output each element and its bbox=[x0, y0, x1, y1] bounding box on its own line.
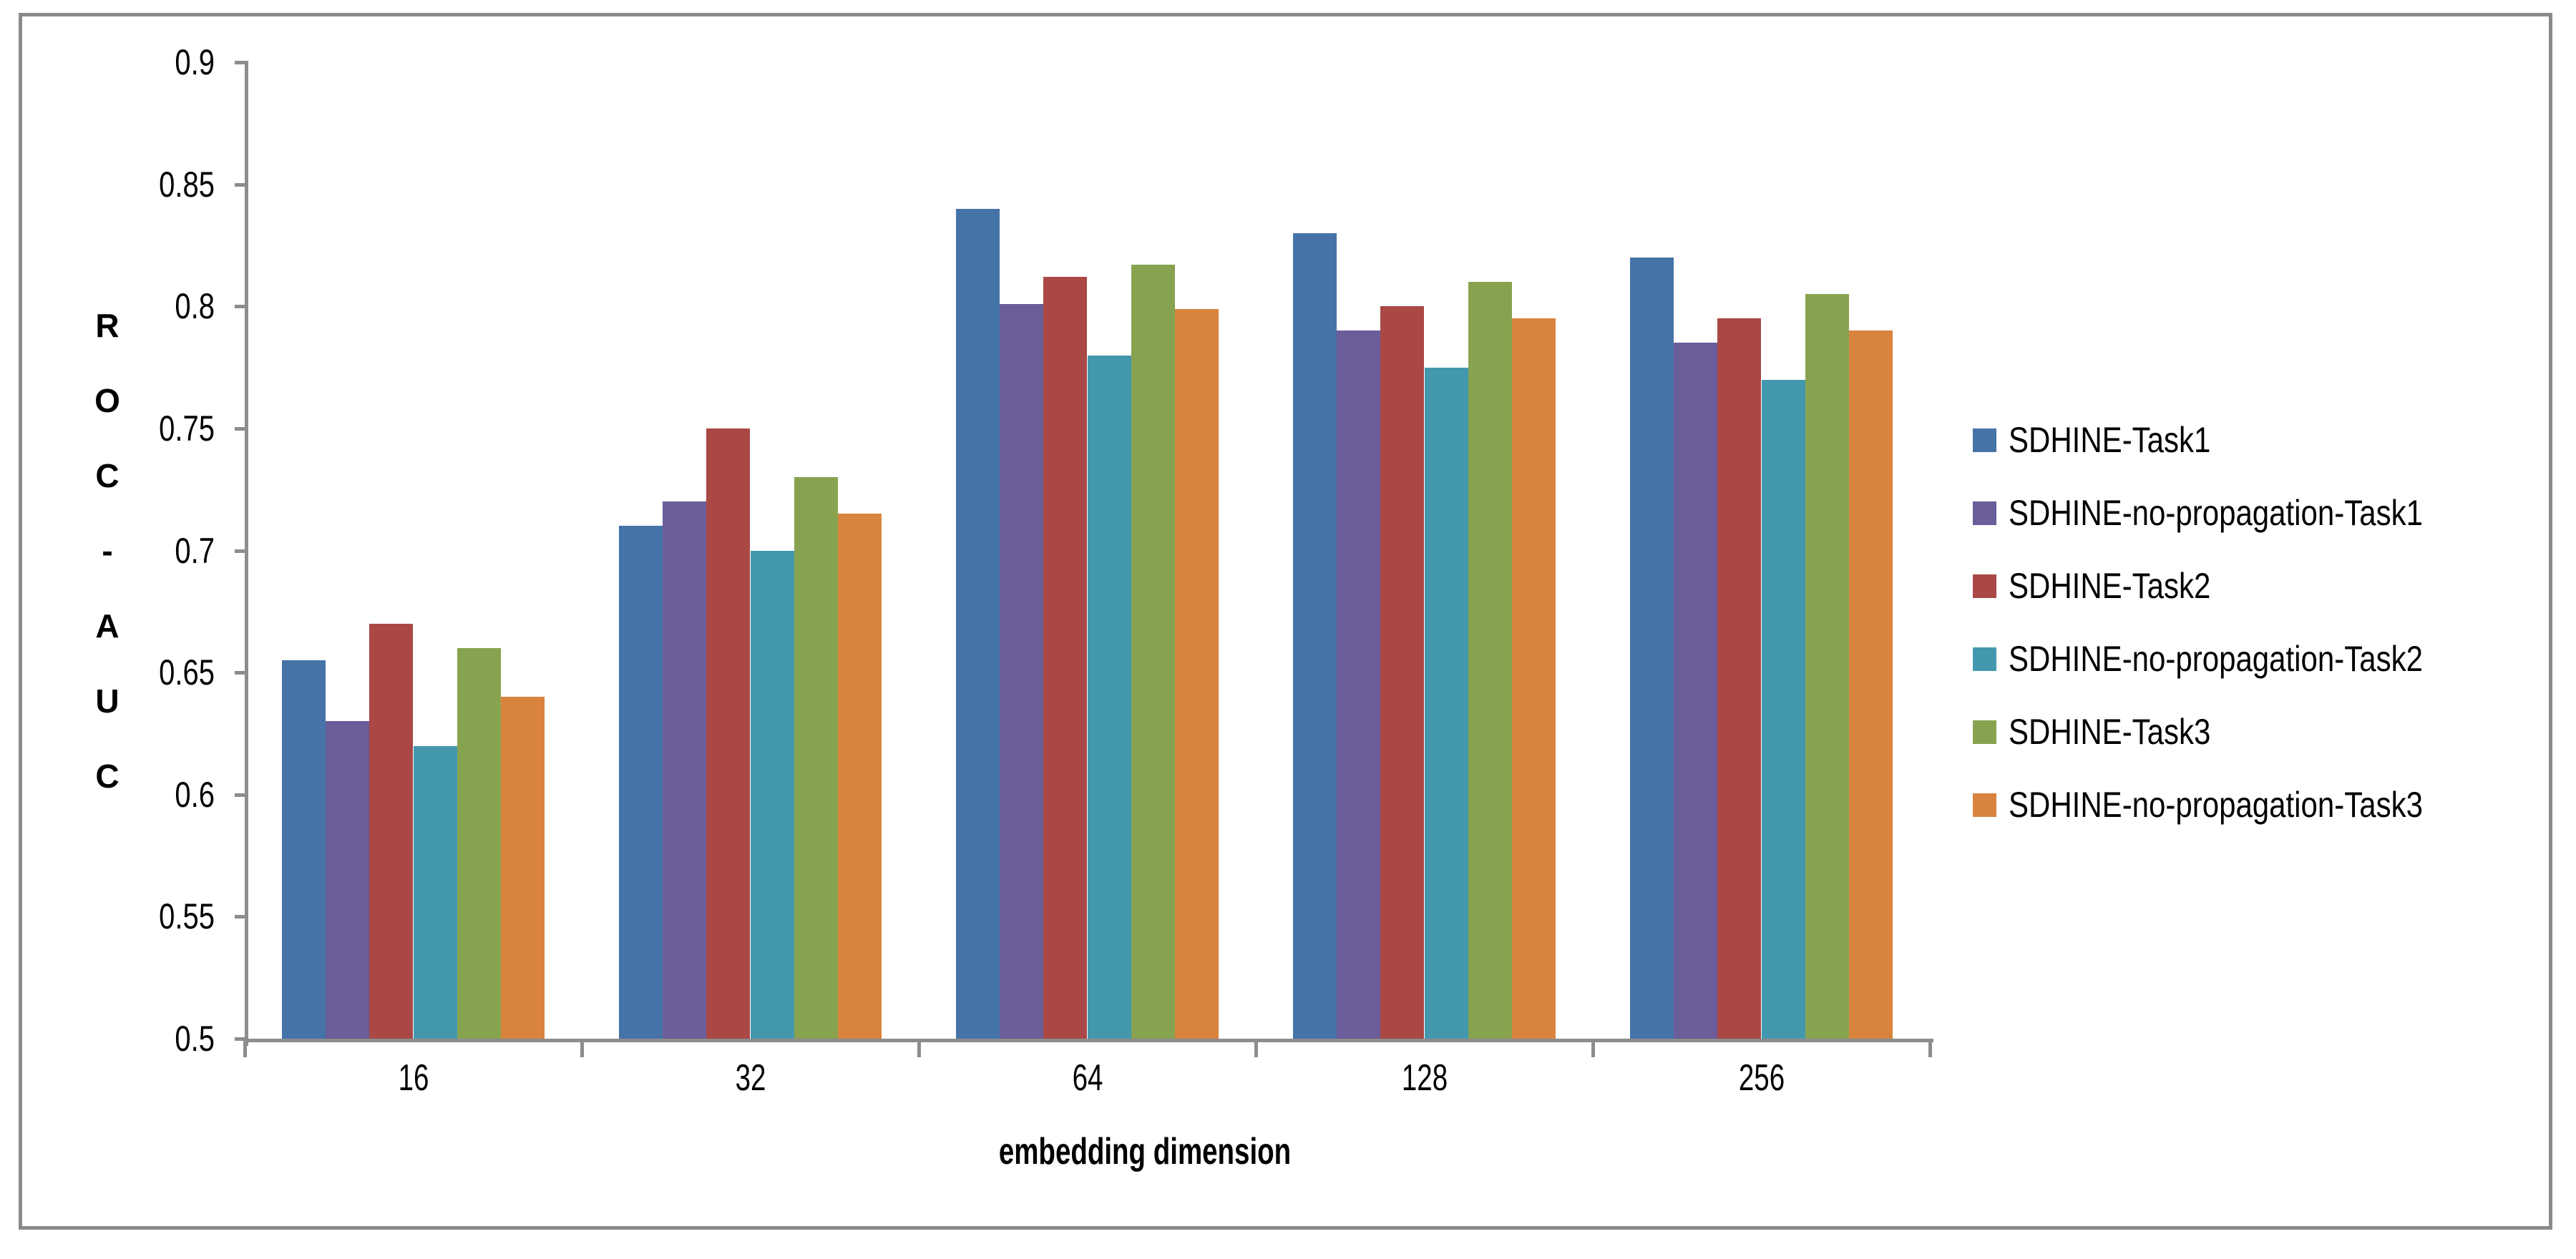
legend-label-SDHINE-no-propagation-Task3: SDHINE-no-propagation-Task3 bbox=[2009, 785, 2423, 825]
y-tick-0.6 bbox=[235, 793, 245, 797]
bar-SDHINE-no-propagation-Task3-32 bbox=[838, 514, 882, 1039]
x-tick-2 bbox=[917, 1039, 921, 1057]
y-axis-title-letter-2: C bbox=[95, 457, 119, 494]
legend-swatch-SDHINE-Task2 bbox=[1973, 574, 1996, 598]
bar-SDHINE-Task1-128 bbox=[1293, 232, 1337, 1039]
bar-SDHINE-no-propagation-Task3-256 bbox=[1849, 330, 1893, 1039]
y-tick-label-0.6: 0.6 bbox=[175, 774, 215, 815]
bar-SDHINE-no-propagation-Task1-16 bbox=[326, 721, 370, 1039]
y-axis-title-letter-0: R bbox=[95, 307, 119, 344]
y-tick-0.9 bbox=[235, 61, 245, 64]
bar-SDHINE-Task1-16 bbox=[282, 660, 326, 1039]
bar-SDHINE-Task2-16 bbox=[369, 623, 414, 1039]
bar-SDHINE-no-propagation-Task2-16 bbox=[413, 745, 457, 1039]
bar-SDHINE-Task3-16 bbox=[457, 648, 501, 1039]
bar-SDHINE-no-propagation-Task3-128 bbox=[1512, 318, 1556, 1039]
bar-SDHINE-no-propagation-Task3-64 bbox=[1175, 308, 1219, 1039]
bar-SDHINE-Task3-256 bbox=[1805, 294, 1849, 1039]
x-category-label-16: 16 bbox=[398, 1057, 429, 1099]
legend-swatch-SDHINE-Task1 bbox=[1973, 428, 1996, 452]
x-category-label-64: 64 bbox=[1072, 1057, 1103, 1099]
bar-SDHINE-no-propagation-Task2-64 bbox=[1087, 355, 1131, 1039]
x-axis-line bbox=[245, 1039, 1933, 1042]
x-category-label-128: 128 bbox=[1401, 1057, 1448, 1099]
y-tick-label-0.75: 0.75 bbox=[159, 408, 215, 449]
legend-swatch-SDHINE-no-propagation-Task2 bbox=[1973, 647, 1996, 671]
y-tick-label-0.85: 0.85 bbox=[159, 164, 215, 205]
bar-SDHINE-no-propagation-Task3-16 bbox=[501, 697, 545, 1039]
legend-swatch-SDHINE-no-propagation-Task3 bbox=[1973, 793, 1996, 817]
y-tick-label-0.5: 0.5 bbox=[175, 1019, 215, 1059]
y-axis-title-letter-4: A bbox=[95, 607, 119, 645]
x-tick-3 bbox=[1254, 1039, 1258, 1057]
y-tick-0.55 bbox=[235, 915, 245, 919]
bar-SDHINE-Task2-128 bbox=[1380, 306, 1425, 1039]
x-tick-0 bbox=[243, 1039, 247, 1057]
y-axis-title-letter-5: U bbox=[95, 682, 119, 720]
y-tick-0.75 bbox=[235, 426, 245, 431]
y-axis-title-letter-6: C bbox=[95, 758, 119, 795]
bar-SDHINE-Task3-64 bbox=[1131, 265, 1175, 1039]
bar-SDHINE-Task2-64 bbox=[1043, 277, 1088, 1039]
y-axis-title-letter-1: O bbox=[94, 382, 120, 419]
bar-SDHINE-no-propagation-Task2-256 bbox=[1761, 379, 1805, 1039]
bar-SDHINE-Task2-32 bbox=[706, 428, 751, 1039]
y-tick-0.5 bbox=[235, 1037, 245, 1041]
y-tick-0.65 bbox=[235, 671, 245, 675]
x-tick-4 bbox=[1591, 1039, 1595, 1057]
legend-swatch-SDHINE-Task3 bbox=[1973, 720, 1996, 744]
legend-label-SDHINE-Task1: SDHINE-Task1 bbox=[2009, 420, 2211, 460]
x-axis-title: embedding dimension bbox=[998, 1131, 1292, 1172]
bar-SDHINE-Task3-32 bbox=[794, 477, 838, 1039]
y-tick-0.85 bbox=[235, 182, 245, 187]
x-category-label-32: 32 bbox=[735, 1057, 766, 1099]
legend-label-SDHINE-no-propagation-Task2: SDHINE-no-propagation-Task2 bbox=[2009, 639, 2423, 679]
y-tick-label-0.8: 0.8 bbox=[175, 286, 215, 327]
bar-SDHINE-no-propagation-Task2-32 bbox=[750, 550, 794, 1039]
y-tick-0.8 bbox=[235, 305, 245, 309]
y-tick-label-0.65: 0.65 bbox=[159, 652, 215, 693]
bar-SDHINE-Task1-64 bbox=[956, 208, 1000, 1039]
y-tick-label-0.7: 0.7 bbox=[175, 530, 215, 571]
x-category-label-256: 256 bbox=[1738, 1057, 1785, 1099]
chart-border bbox=[19, 13, 2552, 1230]
y-tick-label-0.9: 0.9 bbox=[175, 42, 215, 82]
y-axis-line bbox=[245, 61, 248, 1046]
bar-SDHINE-Task2-256 bbox=[1717, 318, 1762, 1039]
y-tick-0.7 bbox=[235, 549, 245, 553]
legend-label-SDHINE-Task2: SDHINE-Task2 bbox=[2009, 566, 2211, 606]
legend-swatch-SDHINE-no-propagation-Task1 bbox=[1973, 501, 1996, 525]
bar-SDHINE-Task1-256 bbox=[1630, 258, 1674, 1039]
bar-SDHINE-no-propagation-Task1-32 bbox=[663, 501, 707, 1039]
x-tick-5 bbox=[1928, 1039, 1932, 1057]
y-tick-label-0.55: 0.55 bbox=[159, 896, 215, 937]
y-axis-title-letter-3: - bbox=[102, 532, 113, 569]
bar-SDHINE-no-propagation-Task2-128 bbox=[1424, 367, 1468, 1039]
bar-SDHINE-no-propagation-Task1-64 bbox=[1000, 303, 1044, 1039]
x-tick-1 bbox=[580, 1039, 584, 1057]
bar-SDHINE-no-propagation-Task1-128 bbox=[1337, 330, 1381, 1039]
bar-SDHINE-Task1-32 bbox=[619, 526, 663, 1039]
bar-SDHINE-Task3-128 bbox=[1468, 282, 1512, 1039]
bar-SDHINE-no-propagation-Task1-256 bbox=[1674, 343, 1718, 1039]
legend-label-SDHINE-no-propagation-Task1: SDHINE-no-propagation-Task1 bbox=[2009, 493, 2423, 533]
legend-label-SDHINE-Task3: SDHINE-Task3 bbox=[2009, 712, 2211, 752]
